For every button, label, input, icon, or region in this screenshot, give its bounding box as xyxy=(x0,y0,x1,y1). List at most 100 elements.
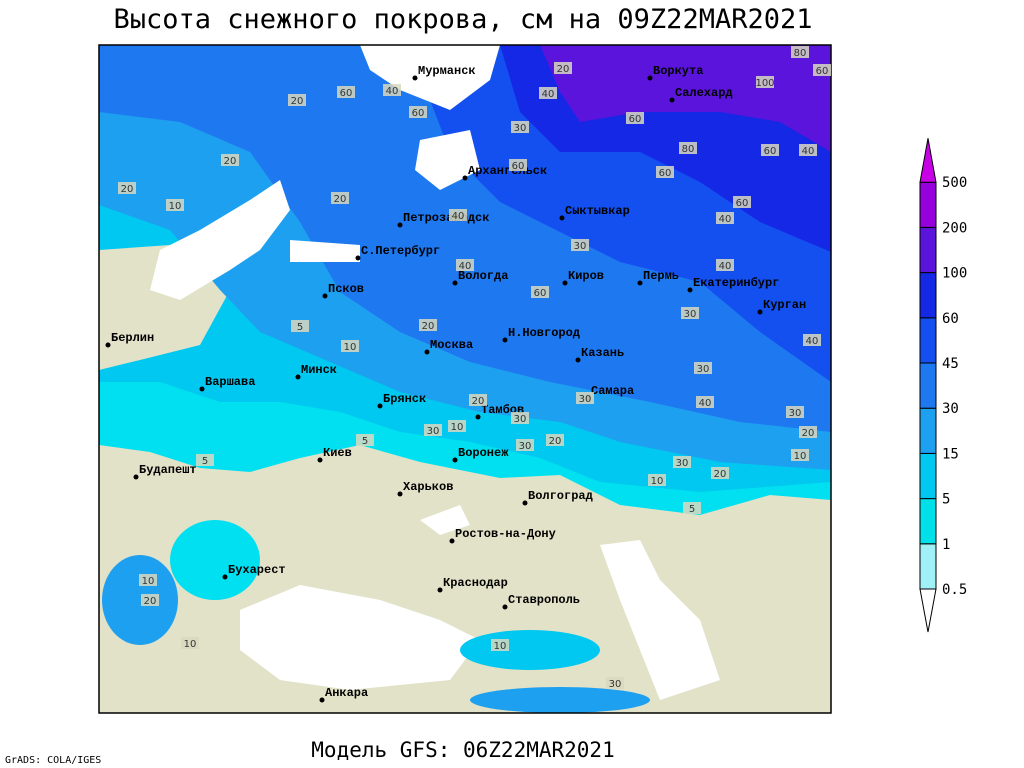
contour-label: 40 xyxy=(699,398,712,409)
contour-label-box xyxy=(803,334,821,346)
contour-label-box xyxy=(791,46,809,58)
city-dot xyxy=(687,287,693,293)
city-label: Петрозаводск xyxy=(403,211,489,225)
model-label: Модель GFS: 06Z22MAR2021 xyxy=(311,738,614,762)
contour-label-box xyxy=(419,319,437,331)
city-dot xyxy=(133,474,139,480)
contour-label: 20 xyxy=(472,396,485,407)
contour-label: 40 xyxy=(386,86,399,97)
city-label: Варшава xyxy=(205,375,255,389)
city-label: Воронеж xyxy=(458,446,509,460)
city-label: Н.Новгород xyxy=(508,326,580,340)
contour-label-box xyxy=(656,166,674,178)
city-label: Волгоград xyxy=(528,489,593,503)
contour-label: 30 xyxy=(684,309,697,320)
city-label: Москва xyxy=(430,338,473,352)
contour-label-box xyxy=(696,396,714,408)
contour-label-box xyxy=(711,467,729,479)
legend-low xyxy=(919,588,937,633)
contour-label-box xyxy=(331,192,349,204)
contour-label-box xyxy=(166,199,184,211)
city-label: Будапешт xyxy=(139,463,197,477)
contour-label: 30 xyxy=(579,394,592,405)
contour-label-box xyxy=(509,159,527,171)
contour-label-box xyxy=(448,420,466,432)
contour-label: 30 xyxy=(514,123,527,134)
city-dot xyxy=(199,386,205,392)
contour-label: 30 xyxy=(609,679,622,690)
city-label: Пермь xyxy=(643,269,679,283)
contour-label-box xyxy=(139,574,157,586)
city-dot xyxy=(355,255,361,261)
city-dot xyxy=(317,457,323,463)
legend-band xyxy=(919,452,937,500)
city-label: Курган xyxy=(763,298,806,312)
contour-label-box xyxy=(679,142,697,154)
city-dot xyxy=(575,357,581,363)
contour-label-box xyxy=(813,64,831,76)
contour-label-box xyxy=(606,677,624,689)
contour-label: 80 xyxy=(794,48,807,59)
contour-label: 60 xyxy=(764,146,777,157)
contour-label-box xyxy=(694,362,712,374)
contour-label-box xyxy=(356,434,374,446)
legend-band xyxy=(919,362,937,409)
contour-label: 60 xyxy=(340,88,353,99)
contour-label: 40 xyxy=(719,214,732,225)
contour-label: 100 xyxy=(755,78,774,89)
contour-label: 30 xyxy=(574,241,587,252)
contour-label: 20 xyxy=(422,321,435,332)
legend-label: 15 xyxy=(942,446,959,462)
contour-label-box xyxy=(341,340,359,352)
legend-high xyxy=(919,138,937,183)
contour-label: 40 xyxy=(802,146,815,157)
contour-label-box xyxy=(516,439,534,451)
contour-label-box xyxy=(571,239,589,251)
contour-label: 30 xyxy=(789,408,802,419)
contour-label-box xyxy=(511,121,529,133)
contour-label-box xyxy=(554,62,572,74)
contour-label: 30 xyxy=(676,458,689,469)
contour-label: 40 xyxy=(806,336,819,347)
contour-label-box xyxy=(409,106,427,118)
legend-band xyxy=(919,543,937,590)
contour-label-box xyxy=(786,406,804,418)
contour-label: 20 xyxy=(144,596,157,607)
contour-label-box xyxy=(799,144,817,156)
contour-label-box xyxy=(531,286,549,298)
city-dot xyxy=(562,280,568,286)
contour-label-box xyxy=(291,320,309,332)
legend-label: 5 xyxy=(942,492,950,508)
contour-label-box xyxy=(791,449,809,461)
contour-label: 30 xyxy=(427,426,440,437)
legend-label: 0.5 xyxy=(942,582,967,598)
contour-label: 5 xyxy=(297,322,303,333)
city-dot xyxy=(437,587,443,593)
contour-label: 60 xyxy=(629,114,642,125)
contour-label: 10 xyxy=(344,342,357,353)
city-dot xyxy=(522,500,528,506)
contour-label-box xyxy=(221,154,239,166)
city-dot xyxy=(452,457,458,463)
contour-label-box xyxy=(469,394,487,406)
city-label: Екатеринбург xyxy=(693,275,779,290)
contour-label-box xyxy=(449,209,467,221)
contour-label-box xyxy=(683,502,701,514)
contour-label: 40 xyxy=(719,261,732,272)
contour-label-box xyxy=(491,639,509,651)
contour-label-box xyxy=(456,259,474,271)
city-dot xyxy=(412,75,418,81)
contour-label: 10 xyxy=(651,476,664,487)
contour-label-box xyxy=(511,412,529,424)
contour-label-box xyxy=(141,594,159,606)
legend-band xyxy=(919,407,937,454)
contour-label-box xyxy=(539,87,557,99)
contour-label: 60 xyxy=(736,198,749,209)
contour-label-box xyxy=(576,392,594,404)
contour-label: 20 xyxy=(557,64,570,75)
contour-label: 20 xyxy=(334,194,347,205)
city-dot xyxy=(295,374,301,380)
city-dot xyxy=(105,342,111,348)
city-dot xyxy=(397,222,403,228)
